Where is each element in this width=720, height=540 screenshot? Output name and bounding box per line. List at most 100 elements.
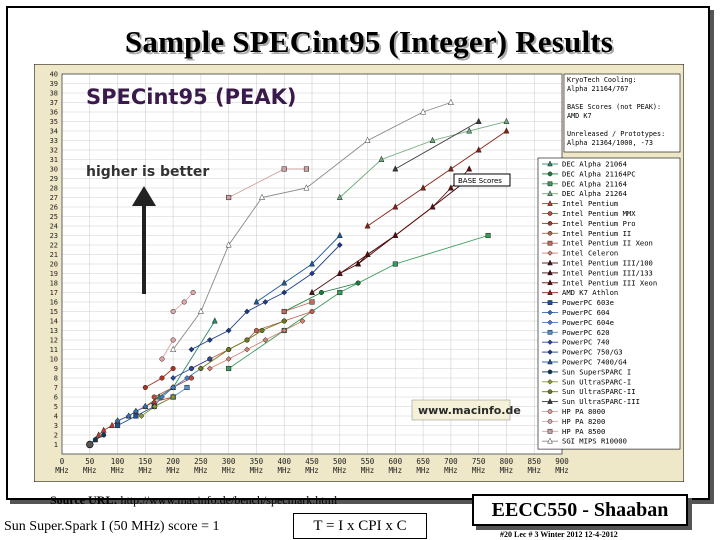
data-point <box>92 437 98 443</box>
legend-entry: Intel Pentium MMX <box>562 209 636 218</box>
y-tick-label: 29 <box>50 175 58 183</box>
data-point <box>244 308 250 315</box>
y-tick-label: 39 <box>50 80 58 88</box>
y-tick-label: 5 <box>54 403 58 411</box>
x-tick-label: 450 <box>305 457 319 466</box>
y-tick-label: 24 <box>50 223 58 231</box>
x-axis-ticks: 0MHz50MHz100MHz150MHz200MHz250MHz300MHz3… <box>55 457 569 475</box>
legend-marker <box>547 398 553 404</box>
source-link[interactable]: http://www.macinfo.de/bench/specmark.htm… <box>120 493 338 507</box>
data-point <box>151 403 158 410</box>
data-point <box>364 222 371 229</box>
y-tick-label: 17 <box>50 289 58 297</box>
legend-entry: Sun UltraSPARC-III <box>562 397 640 406</box>
data-point <box>281 308 287 315</box>
x-tick-label: 50 <box>85 457 95 466</box>
data-point <box>318 289 324 296</box>
x-tick-label: 600 <box>389 457 403 466</box>
series-line <box>367 130 507 227</box>
data-point <box>336 269 343 276</box>
legend-marker <box>547 389 553 395</box>
spec-chart: 1234567891011121314151617181920212223242… <box>34 64 684 482</box>
data-point <box>429 136 436 143</box>
series-points <box>86 98 510 449</box>
info-box-frame <box>563 73 681 153</box>
legend-entry: Intel Pentium <box>562 199 618 208</box>
data-point <box>475 117 482 124</box>
data-point <box>309 270 315 277</box>
data-point <box>364 250 371 257</box>
legend-entry: Intel Pentium II Xeon <box>562 239 653 248</box>
legend-entry: DEC Alpha 21164PC <box>562 169 636 178</box>
data-point <box>159 375 165 381</box>
legend-marker <box>547 409 553 414</box>
y-tick-label: 23 <box>50 232 58 240</box>
x-tick-label: 100 <box>111 457 125 466</box>
x-tick-label: MHz <box>194 466 208 475</box>
legend-entry: SGI MIPS R10000 <box>562 437 627 446</box>
x-tick-label: MHz <box>500 466 514 475</box>
legend-marker <box>547 230 553 236</box>
legend-marker <box>547 358 553 365</box>
legend-entry: Intel Pentium II <box>562 229 631 238</box>
info-text-line: AMD K7 <box>567 112 592 120</box>
legend-marker <box>547 240 553 246</box>
x-tick-label: MHz <box>555 466 569 475</box>
slide-title: Sample SPECint95 (Integer) Results <box>124 24 614 59</box>
chart-annotation: higher is better <box>86 164 209 180</box>
x-tick-label: MHz <box>333 466 347 475</box>
data-point <box>392 203 399 210</box>
y-tick-label: 16 <box>50 299 58 307</box>
series-line <box>191 244 341 350</box>
series-line <box>145 320 216 407</box>
data-point <box>447 184 454 191</box>
legend-marker <box>547 349 553 355</box>
legend-marker <box>547 379 553 385</box>
legend-entry: PowerPC 604 <box>562 308 610 317</box>
reference-point <box>86 440 94 449</box>
data-point <box>355 280 361 286</box>
x-tick-label: MHz <box>305 466 319 475</box>
y-tick-label: 22 <box>50 242 58 250</box>
x-tick-label: 350 <box>250 457 264 466</box>
legend-marker <box>547 211 553 216</box>
data-point <box>198 365 204 372</box>
y-tick-label: 38 <box>50 90 58 98</box>
legend-marker <box>547 369 553 375</box>
legend-marker <box>547 250 553 256</box>
data-point <box>281 327 288 334</box>
data-point <box>170 337 176 343</box>
data-point <box>159 356 165 362</box>
chart-container: 1 2 3 4 5 6 7 8 9 10 11 12 13 14 15 16 17 18 19 20 21 22 23 24 2… <box>34 64 684 482</box>
data-point <box>142 384 148 391</box>
data-point <box>466 127 473 134</box>
data-point <box>170 375 177 381</box>
info-text-line: Alpha 21164/767 <box>567 85 628 93</box>
y-tick-label: 32 <box>50 147 58 155</box>
data-point <box>206 356 213 362</box>
data-point <box>244 346 250 353</box>
legend-marker <box>547 289 553 295</box>
x-tick-label: MHz <box>166 466 180 475</box>
data-point <box>170 394 177 400</box>
data-point <box>303 184 310 191</box>
data-point <box>125 413 132 419</box>
data-point <box>226 346 232 353</box>
legend-entry: Sun UltraSPARC-II <box>562 387 636 396</box>
x-tick-label: MHz <box>444 466 458 475</box>
data-point <box>100 426 107 433</box>
data-point <box>226 365 232 372</box>
y-tick-label: 35 <box>50 118 58 126</box>
legend-entry: Intel Pentium III/100 <box>562 259 653 268</box>
y-tick-label: 28 <box>50 185 58 193</box>
x-tick-label: MHz <box>55 466 69 475</box>
data-point <box>95 431 102 438</box>
data-point <box>503 127 510 134</box>
x-tick-label: MHz <box>416 466 430 475</box>
x-tick-label: MHz <box>250 466 264 475</box>
y-tick-label: 26 <box>50 204 58 212</box>
data-point <box>181 299 187 305</box>
base-scores-box <box>453 173 511 187</box>
x-tick-label: 800 <box>500 457 514 466</box>
legend-marker <box>547 279 553 286</box>
